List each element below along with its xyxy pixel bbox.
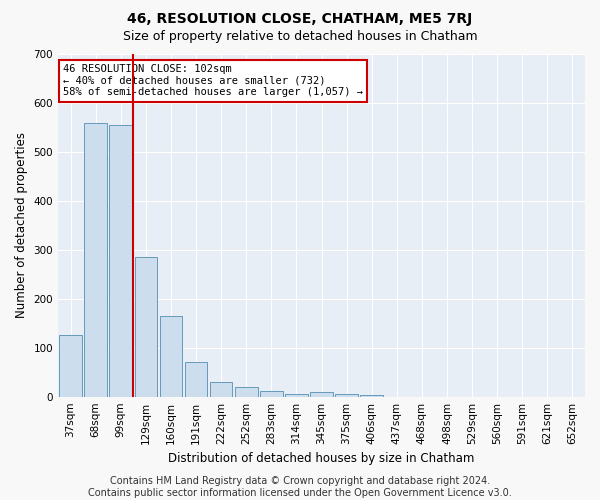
- Text: Contains HM Land Registry data © Crown copyright and database right 2024.
Contai: Contains HM Land Registry data © Crown c…: [88, 476, 512, 498]
- X-axis label: Distribution of detached houses by size in Chatham: Distribution of detached houses by size …: [169, 452, 475, 465]
- Bar: [285, 394, 308, 396]
- Y-axis label: Number of detached properties: Number of detached properties: [15, 132, 28, 318]
- Bar: [235, 387, 257, 396]
- Bar: [59, 336, 82, 396]
- Bar: [310, 392, 333, 396]
- Bar: [109, 125, 132, 396]
- Text: 46, RESOLUTION CLOSE, CHATHAM, ME5 7RJ: 46, RESOLUTION CLOSE, CHATHAM, ME5 7RJ: [127, 12, 473, 26]
- Text: Size of property relative to detached houses in Chatham: Size of property relative to detached ho…: [122, 30, 478, 43]
- Bar: [134, 257, 157, 396]
- Bar: [185, 362, 208, 396]
- Bar: [85, 122, 107, 396]
- Bar: [361, 395, 383, 396]
- Bar: [160, 316, 182, 396]
- Bar: [210, 382, 232, 396]
- Bar: [260, 391, 283, 396]
- Text: 46 RESOLUTION CLOSE: 102sqm
← 40% of detached houses are smaller (732)
58% of se: 46 RESOLUTION CLOSE: 102sqm ← 40% of det…: [64, 64, 364, 98]
- Bar: [335, 394, 358, 396]
